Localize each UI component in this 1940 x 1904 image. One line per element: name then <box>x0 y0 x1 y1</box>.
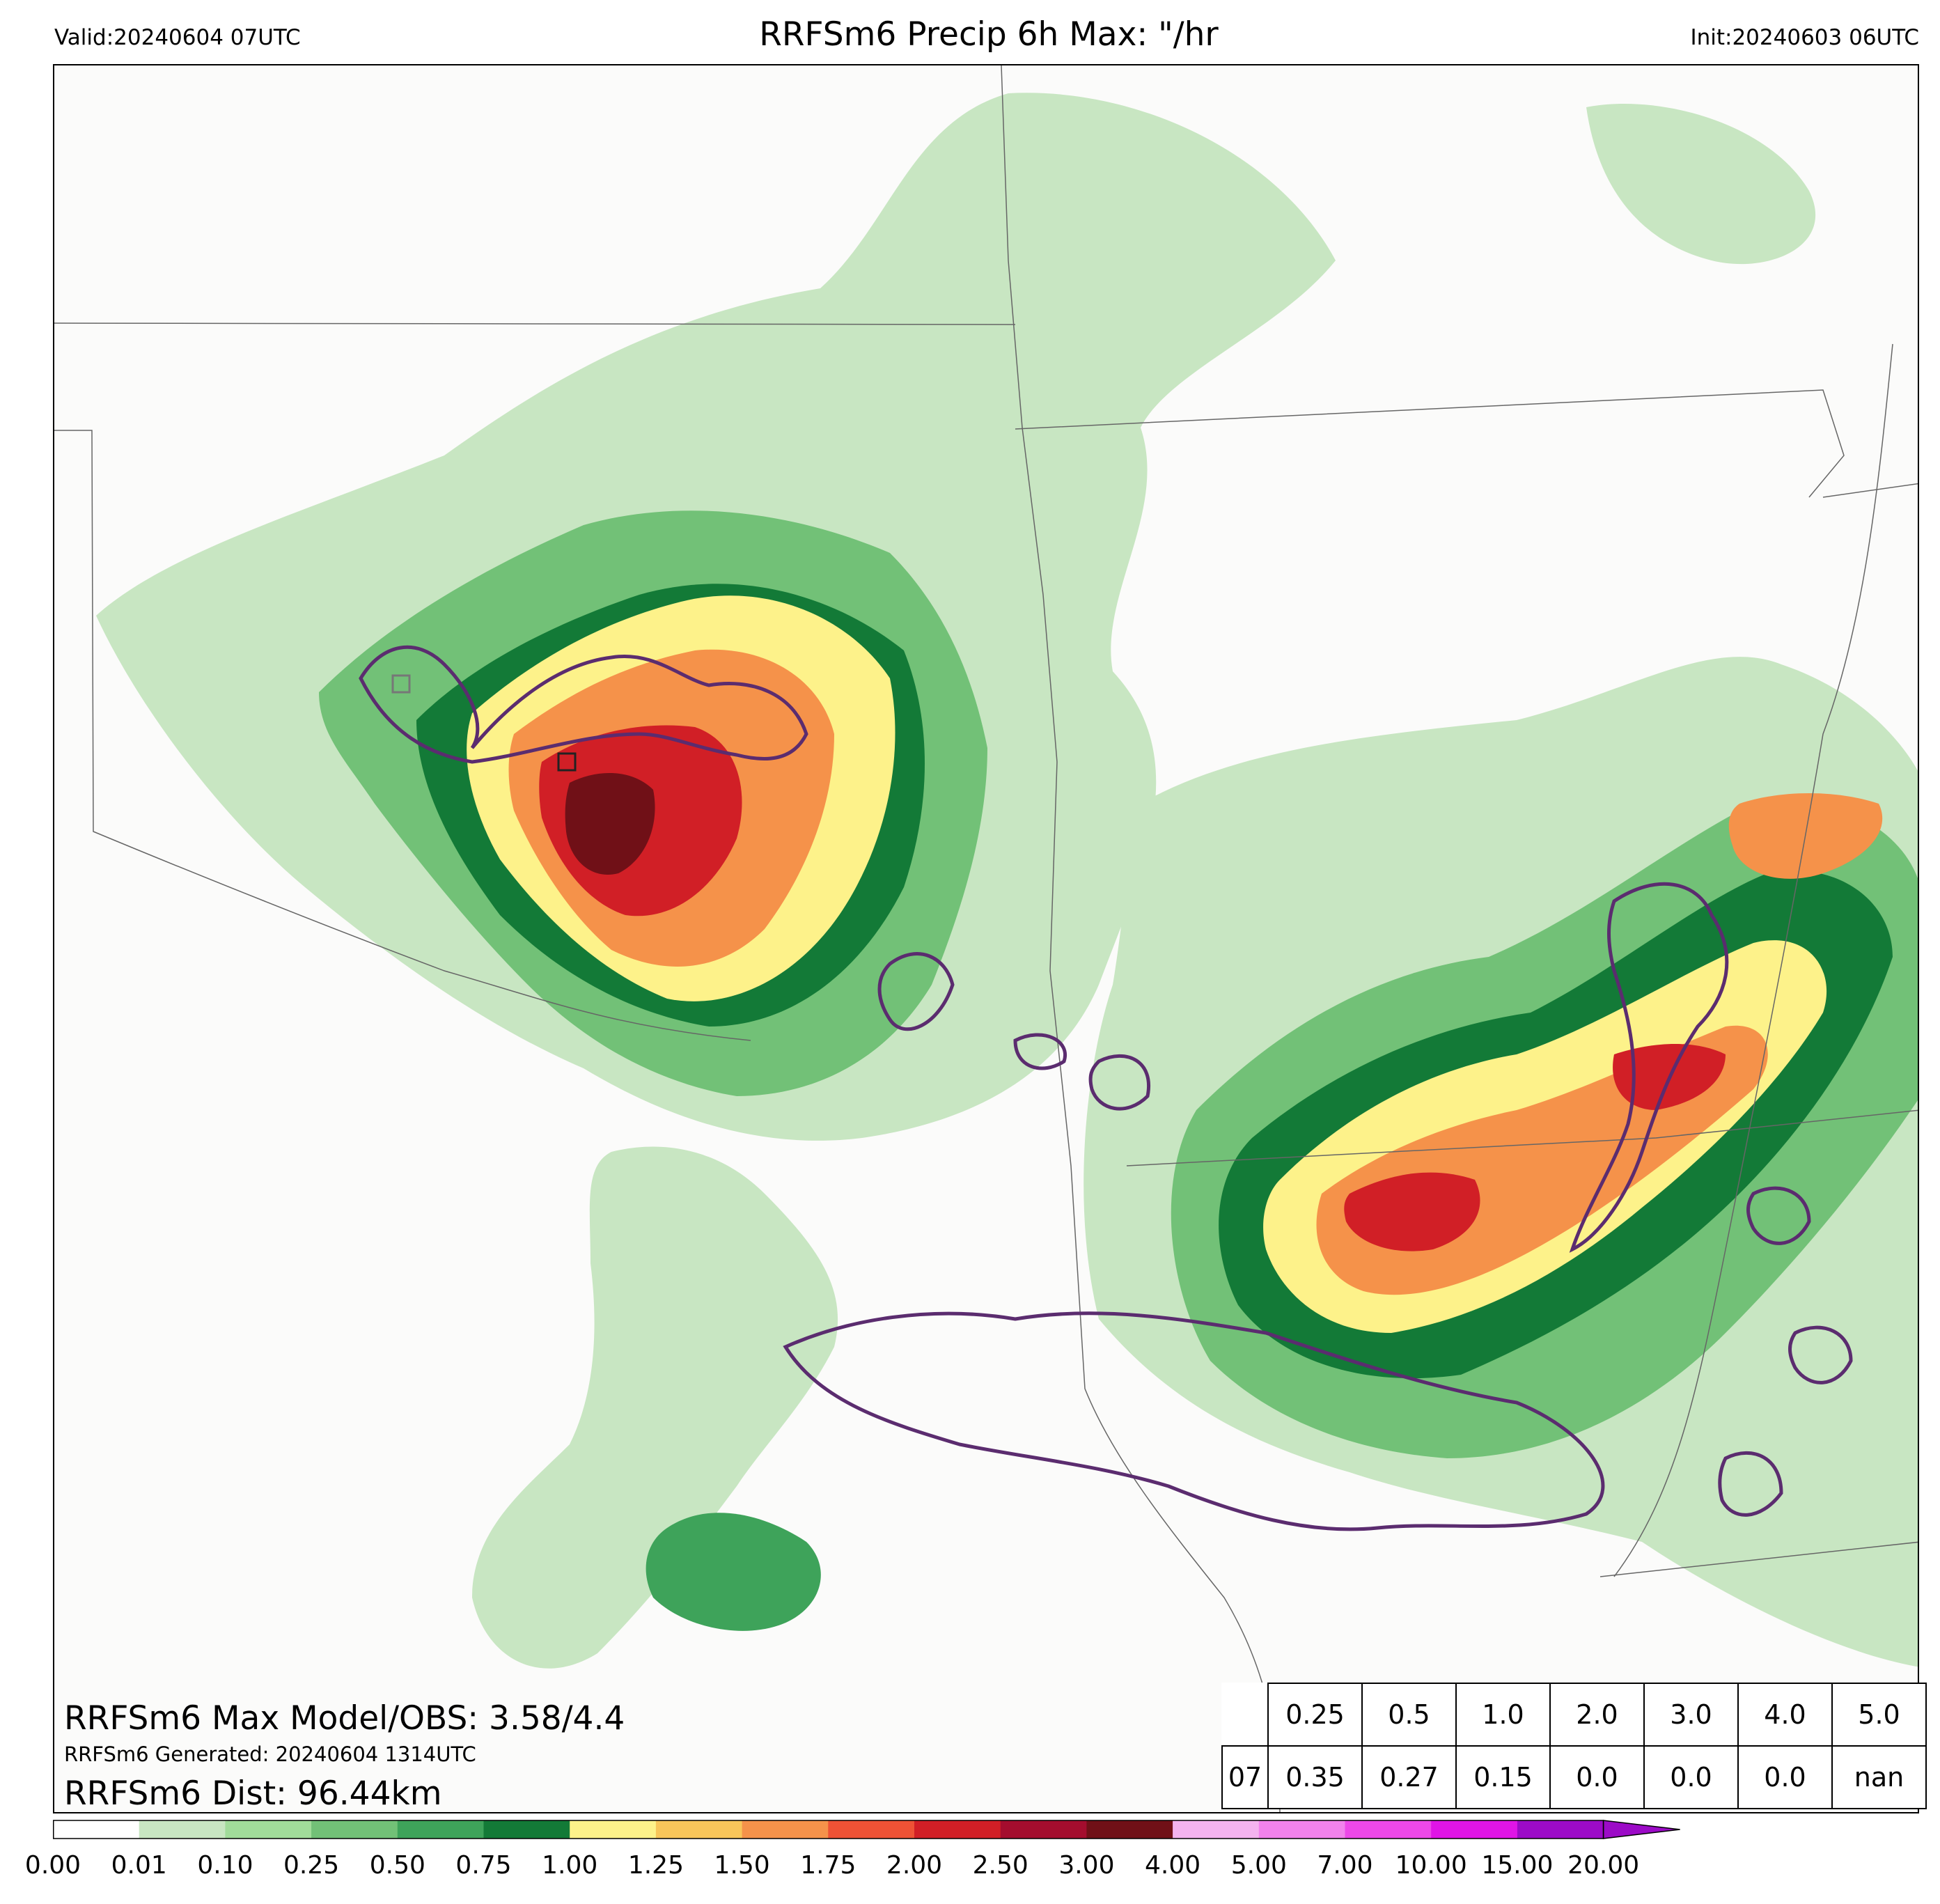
threshold-cell: 2.0 <box>1549 1683 1645 1747</box>
colorbar-segment <box>1431 1820 1518 1839</box>
colorbar-tick-label: 2.00 <box>886 1851 943 1880</box>
boundary-ks-ne <box>54 322 1016 325</box>
distance-label: RRFSm6 Dist: 96.44km <box>64 1774 442 1813</box>
precip-area-ne-light <box>1586 104 1816 265</box>
colorbar-tick-label: 1.75 <box>800 1851 856 1880</box>
chart-title: RRFSm6 Precip 6h Max: "/hr <box>759 15 1219 54</box>
colorbar-segment <box>828 1820 915 1839</box>
colorbar-tick-label: 1.50 <box>714 1851 770 1880</box>
colorbar-tick-label: 0.50 <box>369 1851 425 1880</box>
value-row: 07 0.35 0.27 0.15 0.0 0.0 0.0 nan <box>1221 1745 1927 1809</box>
precip-map-svg <box>54 65 1918 1812</box>
colorbar-tick-label: 10.00 <box>1395 1851 1467 1880</box>
value-cell: 0.0 <box>1549 1745 1645 1809</box>
value-cell: nan <box>1831 1745 1927 1809</box>
colorbar-segment <box>1086 1820 1173 1839</box>
colorbar-segment <box>53 1820 140 1839</box>
value-cell: 0.0 <box>1737 1745 1833 1809</box>
colorbar-segment <box>311 1820 398 1839</box>
station-markers <box>391 674 577 772</box>
value-cell: 0.27 <box>1361 1745 1457 1809</box>
obs-contour-small-2 <box>1013 1033 1067 1070</box>
boundary-ia-mo <box>1015 389 1845 498</box>
colorbar-segment <box>139 1820 226 1839</box>
boundary-il-mo <box>1822 483 1918 498</box>
precip-area-south-light <box>472 1146 838 1669</box>
obs-contour-south <box>783 1311 1605 1531</box>
colorbar-tick-label: 0.01 <box>111 1851 167 1880</box>
colorbar-tick-label: 0.10 <box>197 1851 253 1880</box>
precip-area-west-darkred <box>565 773 655 875</box>
obs-contour-east <box>1569 882 1729 1253</box>
threshold-cell: 1.0 <box>1455 1683 1551 1747</box>
station-marker-gray <box>391 674 411 694</box>
colorbar-frame <box>53 1820 1604 1839</box>
colorbar-segment <box>1258 1820 1346 1839</box>
colorbar-tick-label: 20.00 <box>1567 1851 1640 1880</box>
row-label-cell: 07 <box>1221 1745 1269 1809</box>
colorbar-tick-label: 4.00 <box>1145 1851 1201 1880</box>
colorbar-tick-label: 5.00 <box>1230 1851 1287 1880</box>
colorbar-tick-label: 1.25 <box>627 1851 684 1880</box>
colorbar-tick-label: 0.75 <box>455 1851 512 1880</box>
colorbar-segment <box>483 1820 570 1839</box>
threshold-cell: 5.0 <box>1831 1683 1927 1747</box>
precip-map <box>53 64 1919 1813</box>
colorbar-tick-label: 0.00 <box>24 1851 81 1880</box>
threshold-cell: 0.25 <box>1267 1683 1363 1747</box>
station-marker-black <box>557 752 577 772</box>
init-time-label: Init:20240603 06UTC <box>1690 25 1919 50</box>
obs-contour-se-3 <box>1718 1451 1783 1517</box>
max-model-obs-label: RRFSm6 Max Model/OBS: 3.58/4.4 <box>64 1699 625 1738</box>
value-cell: 0.15 <box>1455 1745 1551 1809</box>
value-cell: 0.0 <box>1643 1745 1739 1809</box>
colorbar-segment <box>742 1820 829 1839</box>
colorbar-tick-label: 15.00 <box>1481 1851 1554 1880</box>
table-corner-cell <box>1222 1683 1268 1747</box>
boundary-mississippi <box>1613 343 1893 1577</box>
boundary-ar-la <box>1599 1541 1918 1577</box>
precip-area-east-red <box>1344 1172 1480 1251</box>
colorbar-tick-label: 3.00 <box>1058 1851 1115 1880</box>
threshold-cell: 4.0 <box>1737 1683 1833 1747</box>
generated-label: RRFSm6 Generated: 20240604 1314UTC <box>64 1742 476 1766</box>
colorbar-tick-label: 2.50 <box>972 1851 1028 1880</box>
boundary-ar-mo <box>1126 1109 1918 1166</box>
threshold-cell: 0.5 <box>1361 1683 1457 1747</box>
colorbar-segment <box>1000 1820 1087 1839</box>
threshold-stats-table: 0.25 0.5 1.0 2.0 3.0 4.0 5.0 07 0.35 0.2… <box>1221 1683 1927 1809</box>
colorbar-segment <box>914 1820 1001 1839</box>
colorbar-segment <box>225 1820 312 1839</box>
colorbar-segment <box>655 1820 743 1839</box>
colorbar-segment <box>397 1820 485 1839</box>
obs-contours <box>359 645 1853 1531</box>
obs-contour-se-2 <box>1788 1325 1853 1384</box>
threshold-row: 0.25 0.5 1.0 2.0 3.0 4.0 5.0 <box>1222 1683 1927 1747</box>
colorbar-tick-label: 7.00 <box>1317 1851 1373 1880</box>
obs-contour-se-1 <box>1746 1186 1811 1245</box>
valid-time-label: Valid:20240604 07UTC <box>54 25 301 50</box>
colorbar <box>53 1820 1680 1839</box>
colorbar-tick-label: 0.25 <box>283 1851 340 1880</box>
colorbar-segment <box>570 1820 657 1839</box>
precip-area-south-green <box>646 1513 821 1631</box>
colorbar-extend-arrow <box>1602 1820 1680 1839</box>
obs-contour-small-3 <box>1088 1054 1150 1111</box>
obs-contour-small-1 <box>877 952 955 1031</box>
colorbar-segment <box>1517 1820 1604 1839</box>
boundary-ok-panhandle <box>54 430 751 1041</box>
colorbar-segment <box>1173 1820 1260 1839</box>
obs-contour-west <box>359 645 808 764</box>
colorbar-segment <box>1345 1820 1432 1839</box>
colorbar-tick-label: 1.00 <box>542 1851 598 1880</box>
value-cell: 0.35 <box>1267 1745 1363 1809</box>
precip-shading <box>96 93 1918 1669</box>
threshold-cell: 3.0 <box>1643 1683 1739 1747</box>
